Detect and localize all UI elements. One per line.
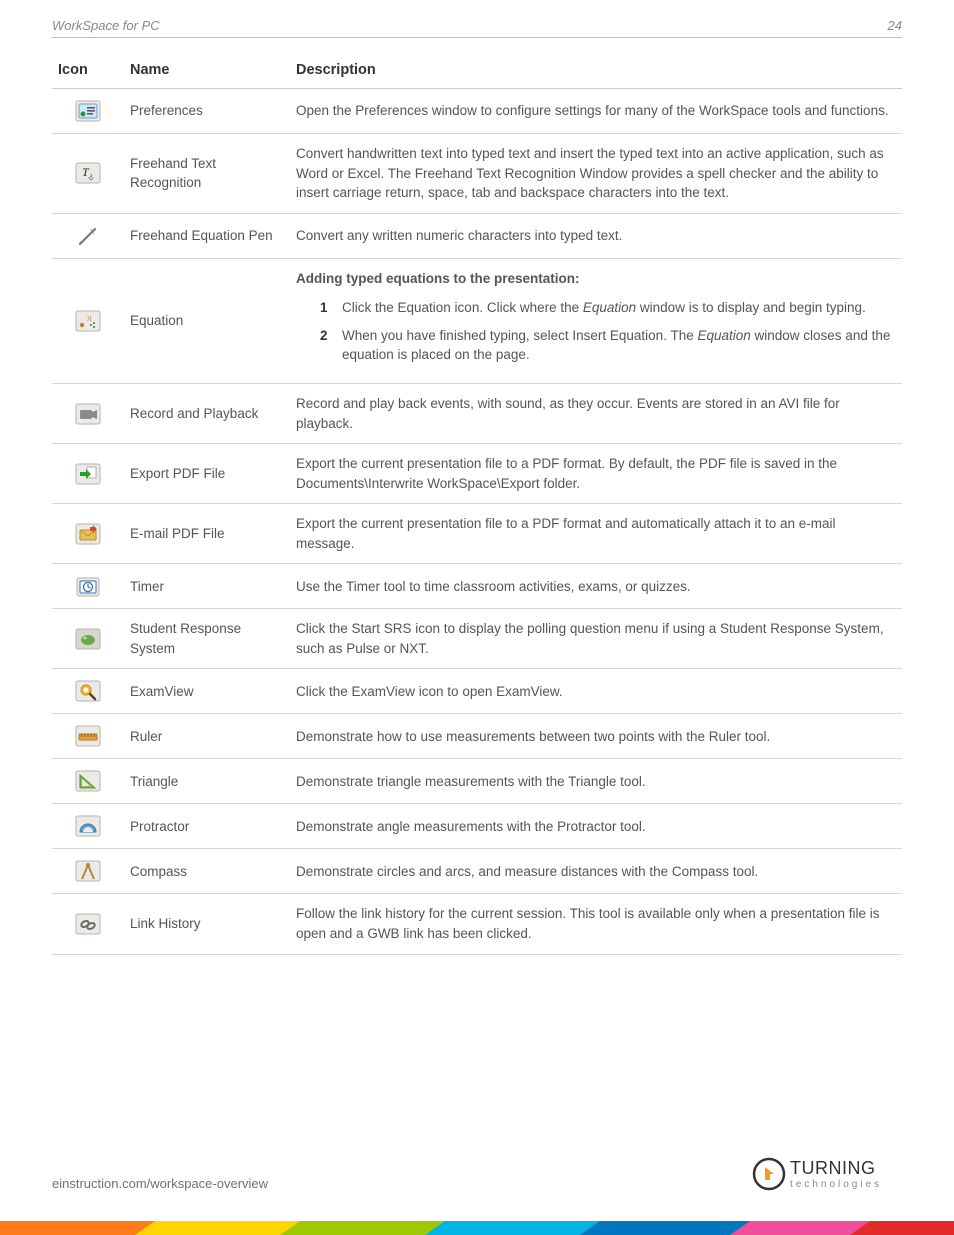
equation-icon: π — [52, 258, 124, 383]
tool-name: E-mail PDF File — [124, 504, 290, 564]
tool-name: Freehand Equation Pen — [124, 213, 290, 258]
tool-description: Convert any written numeric characters i… — [290, 213, 902, 258]
table-row: TriangleDemonstrate triangle measurement… — [52, 759, 902, 804]
tool-name: Link History — [124, 894, 290, 954]
tool-description: Demonstrate how to use measurements betw… — [290, 714, 902, 759]
tool-name: Preferences — [124, 89, 290, 134]
table-row: E-mail PDF FileExport the current presen… — [52, 504, 902, 564]
table-row: RulerDemonstrate how to use measurements… — [52, 714, 902, 759]
tool-name: Ruler — [124, 714, 290, 759]
ruler-icon — [52, 714, 124, 759]
link-history-icon — [52, 894, 124, 954]
preferences-icon — [52, 89, 124, 134]
page-footer: einstruction.com/workspace-overview TURN… — [0, 1145, 954, 1235]
table-row: ExamViewClick the ExamView icon to open … — [52, 669, 902, 714]
tool-description: Record and play back events, with sound,… — [290, 383, 902, 443]
table-row: π Equation Adding typed equations to the p… — [52, 258, 902, 383]
page-number: 24 — [888, 18, 902, 33]
tool-description: Open the Preferences window to configure… — [290, 89, 902, 134]
tool-name: Record and Playback — [124, 383, 290, 443]
logo-text-top: TURNING — [790, 1158, 876, 1178]
footer-logo: TURNING technologies — [752, 1152, 902, 1201]
tool-name: ExamView — [124, 669, 290, 714]
tool-description: Convert handwritten text into typed text… — [290, 134, 902, 214]
equation-heading: Adding typed equations to the presentati… — [296, 269, 896, 289]
equation-step: 1Click the Equation icon. Click where th… — [324, 298, 896, 318]
tool-name: Equation — [124, 258, 290, 383]
equation-step: 2When you have finished typing, select I… — [324, 326, 896, 365]
export-pdf-icon — [52, 444, 124, 504]
footer-url: einstruction.com/workspace-overview — [52, 1176, 268, 1191]
col-header-name: Name — [124, 54, 290, 89]
freehand-text-icon: T⎀ — [52, 134, 124, 214]
email-pdf-icon — [52, 504, 124, 564]
logo-text-bottom: technologies — [790, 1179, 882, 1190]
table-header-row: Icon Name Description — [52, 54, 902, 89]
table-row: PreferencesOpen the Preferences window t… — [52, 89, 902, 134]
timer-icon — [52, 564, 124, 609]
freehand-eq-pen-icon: π — [52, 213, 124, 258]
svg-text:⎀: ⎀ — [88, 173, 95, 182]
table-row: πFreehand Equation PenConvert any writte… — [52, 213, 902, 258]
tools-table: Icon Name Description PreferencesOpen th… — [52, 54, 902, 955]
table-row: Export PDF FileExport the current presen… — [52, 444, 902, 504]
tool-description: Adding typed equations to the presentati… — [290, 258, 902, 383]
tool-description: Demonstrate triangle measurements with t… — [290, 759, 902, 804]
table-row: TimerUse the Timer tool to time classroo… — [52, 564, 902, 609]
equation-steps: 1Click the Equation icon. Click where th… — [296, 298, 896, 365]
table-row: T⎀Freehand Text RecognitionConvert handw… — [52, 134, 902, 214]
tool-description: Export the current presentation file to … — [290, 444, 902, 504]
doc-title: WorkSpace for PC — [52, 18, 160, 33]
tool-description: Follow the link history for the current … — [290, 894, 902, 954]
table-row: ProtractorDemonstrate angle measurements… — [52, 804, 902, 849]
svg-text:π: π — [87, 313, 92, 323]
tool-description: Click the ExamView icon to open ExamView… — [290, 669, 902, 714]
compass-icon — [52, 849, 124, 894]
tool-description: Click the Start SRS icon to display the … — [290, 609, 902, 669]
srs-icon — [52, 609, 124, 669]
tool-description: Demonstrate angle measurements with the … — [290, 804, 902, 849]
col-header-description: Description — [290, 54, 902, 89]
tool-description: Demonstrate circles and arcs, and measur… — [290, 849, 902, 894]
tool-name: Compass — [124, 849, 290, 894]
footer-stripe — [0, 1221, 954, 1235]
tool-name: Student Response System — [124, 609, 290, 669]
tool-name: Protractor — [124, 804, 290, 849]
protractor-icon — [52, 804, 124, 849]
table-row: Record and PlaybackRecord and play back … — [52, 383, 902, 443]
record-icon — [52, 383, 124, 443]
table-row: CompassDemonstrate circles and arcs, and… — [52, 849, 902, 894]
examview-icon — [52, 669, 124, 714]
tool-description: Use the Timer tool to time classroom act… — [290, 564, 902, 609]
table-row: Link HistoryFollow the link history for … — [52, 894, 902, 954]
table-row: Student Response SystemClick the Start S… — [52, 609, 902, 669]
tool-name: Export PDF File — [124, 444, 290, 504]
tool-name: Timer — [124, 564, 290, 609]
triangle-icon — [52, 759, 124, 804]
page-header: WorkSpace for PC 24 — [52, 18, 902, 38]
tool-description: Export the current presentation file to … — [290, 504, 902, 564]
col-header-icon: Icon — [52, 54, 124, 89]
tool-name: Triangle — [124, 759, 290, 804]
document-page: WorkSpace for PC 24 Icon Name Descriptio… — [0, 0, 954, 955]
tool-name: Freehand Text Recognition — [124, 134, 290, 214]
